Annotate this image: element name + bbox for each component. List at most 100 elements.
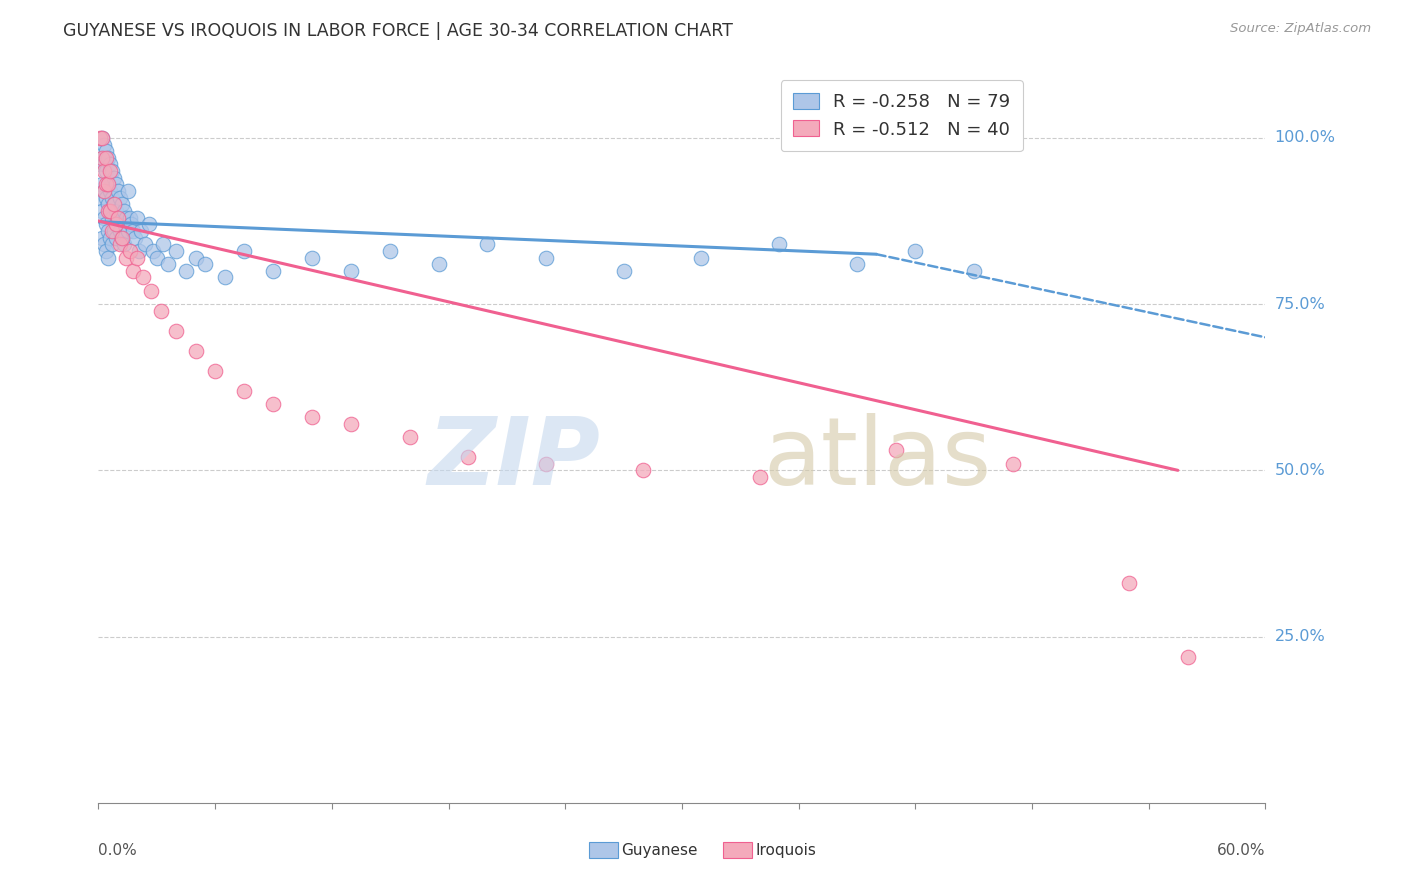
Point [149, 303, 172, 318]
Point [122, 224, 145, 238]
Point [1177, 649, 1199, 664]
Point [91, 151, 114, 165]
Point [132, 270, 155, 285]
Point [97, 251, 120, 265]
Text: Iroquois: Iroquois [755, 843, 817, 858]
Point [97, 151, 120, 165]
Text: GUYANESE VS IROQUOIS IN LABOR FORCE | AGE 30-34 CORRELATION CHART: GUYANESE VS IROQUOIS IN LABOR FORCE | AG… [63, 22, 733, 40]
Bar [589, 841, 617, 858]
Point [93, 184, 115, 198]
Point [96, 151, 118, 165]
Point [97, 197, 120, 211]
Text: Source: ZipAtlas.com: Source: ZipAtlas.com [1230, 22, 1371, 36]
Text: atlas: atlas [763, 413, 991, 505]
Point [93, 164, 115, 178]
Point [89, 157, 111, 171]
Text: 50.0%: 50.0% [1275, 463, 1326, 478]
Point [121, 217, 143, 231]
Point [118, 211, 141, 225]
Point [96, 191, 118, 205]
Point [124, 230, 146, 244]
Point [98, 184, 121, 198]
Point [301, 251, 323, 265]
Point [107, 211, 129, 225]
Point [111, 230, 134, 244]
Point [108, 224, 131, 238]
Point [98, 204, 121, 219]
Point [184, 343, 207, 358]
Point [98, 164, 121, 178]
Point [165, 324, 187, 338]
Point [534, 251, 557, 265]
Legend: R = -0.258   N = 79, R = -0.512   N = 40: R = -0.258 N = 79, R = -0.512 N = 40 [780, 80, 1024, 152]
Point [103, 197, 125, 211]
Point [97, 204, 120, 219]
Point [139, 284, 162, 298]
Point [108, 237, 131, 252]
Point [262, 397, 284, 411]
Point [104, 230, 127, 244]
Point [127, 211, 149, 225]
Point [91, 204, 114, 219]
Point [93, 137, 115, 152]
Point [97, 178, 120, 192]
Point [117, 184, 139, 198]
Text: 100.0%: 100.0% [1275, 130, 1336, 145]
Point [93, 157, 115, 171]
Bar [723, 841, 752, 858]
Point [118, 244, 141, 258]
Point [111, 230, 134, 244]
Text: ZIP: ZIP [427, 413, 600, 505]
Point [103, 197, 125, 211]
Point [398, 430, 420, 444]
Point [104, 204, 127, 219]
Point [174, 264, 197, 278]
Point [98, 157, 121, 171]
Point [134, 237, 156, 252]
Point [1118, 576, 1140, 591]
Point [340, 417, 363, 431]
Point [204, 363, 226, 377]
Point [112, 204, 135, 219]
Point [165, 244, 187, 258]
Point [97, 224, 120, 238]
Point [98, 204, 121, 219]
Point [142, 244, 165, 258]
Point [146, 251, 169, 265]
Point [101, 191, 124, 205]
Point [214, 270, 236, 285]
Point [152, 237, 174, 252]
Point [194, 257, 217, 271]
Point [427, 257, 450, 271]
Point [157, 257, 180, 271]
Point [93, 237, 115, 252]
Point [107, 211, 129, 225]
Point [111, 197, 134, 211]
Point [962, 264, 984, 278]
Point [93, 184, 115, 198]
Point [114, 251, 136, 265]
Text: 60.0%: 60.0% [1218, 843, 1265, 858]
Point [103, 224, 125, 238]
Point [534, 457, 557, 471]
Text: 0.0%: 0.0% [98, 843, 138, 858]
Point [233, 384, 256, 398]
Point [613, 264, 636, 278]
Point [122, 264, 145, 278]
Point [104, 217, 127, 231]
Point [233, 244, 256, 258]
Point [96, 178, 118, 192]
Point [184, 251, 207, 265]
Point [93, 211, 115, 225]
Point [748, 470, 770, 484]
Point [91, 230, 114, 244]
Point [108, 191, 131, 205]
Point [262, 264, 284, 278]
Point [101, 224, 124, 238]
Text: Guyanese: Guyanese [621, 843, 697, 858]
Text: 75.0%: 75.0% [1275, 297, 1326, 311]
Point [89, 191, 111, 205]
Point [91, 151, 114, 165]
Point [114, 211, 136, 225]
Point [117, 224, 139, 238]
